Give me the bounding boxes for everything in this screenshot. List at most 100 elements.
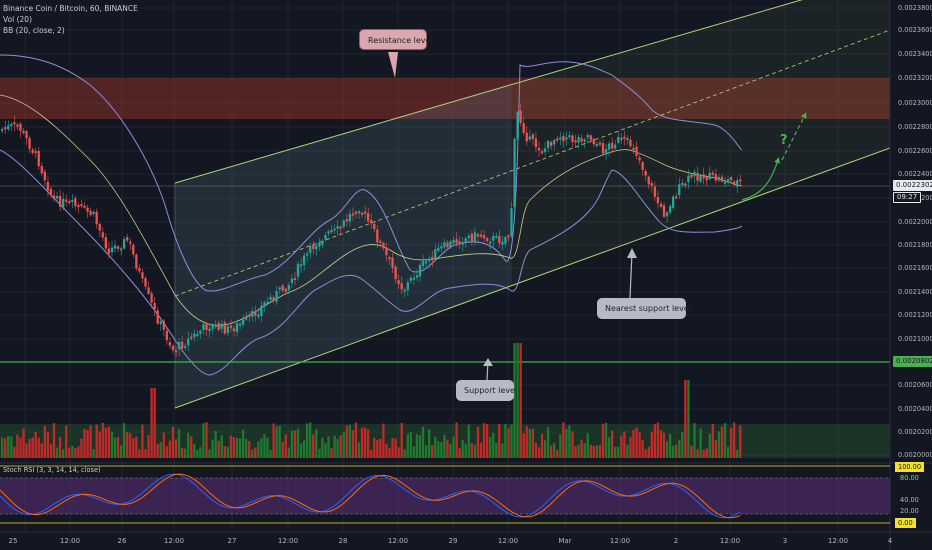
time-tick: 29: [448, 537, 458, 545]
volume-bar: [22, 428, 25, 458]
candle: [531, 134, 534, 140]
volume-bar: [354, 422, 358, 458]
support-level-text: Support level: [464, 386, 518, 395]
time-tick: 2: [673, 537, 679, 545]
volume-bar: [717, 431, 721, 458]
time-tick: 12:00: [387, 537, 409, 545]
volume-bar: [424, 445, 428, 458]
stoch-d-line: [0, 473, 741, 519]
candle: [611, 142, 614, 149]
volume-bar: [95, 424, 98, 458]
volume-bar: [565, 428, 568, 458]
volume-bar: [129, 433, 132, 458]
symbol-title[interactable]: Binance Coin / Bitcoin, 60, BINANCE: [3, 4, 138, 13]
price-tick: 0.0021600: [898, 264, 932, 272]
volume-bar: [37, 437, 40, 458]
candle: [379, 240, 382, 243]
question-mark: ?: [780, 133, 788, 148]
price-tick: 0.0023000: [898, 99, 932, 107]
candle: [257, 314, 260, 317]
candle: [443, 242, 446, 248]
volume-bar: [720, 426, 724, 458]
candle: [22, 130, 25, 133]
candle: [668, 206, 672, 213]
candle: [171, 345, 175, 351]
candle: [577, 137, 580, 143]
price-tick: 0.0021000: [898, 335, 932, 343]
candle: [592, 138, 595, 145]
candle: [147, 287, 150, 294]
candle: [217, 322, 220, 330]
volume-bar: [516, 343, 519, 458]
candle: [415, 275, 419, 278]
time-tick: 12:00: [497, 537, 519, 545]
candle: [138, 268, 141, 272]
candle: [726, 179, 730, 183]
volume-bar: [324, 443, 327, 458]
candle: [559, 137, 562, 140]
volume-bar: [708, 433, 711, 458]
volume-bar: [220, 435, 223, 458]
candle: [455, 239, 458, 244]
candle: [550, 142, 553, 147]
price-tick: 0.0023200: [898, 74, 932, 82]
candle: [309, 245, 312, 253]
channel-mid: [174, 29, 891, 297]
candle: [665, 212, 669, 217]
candle: [568, 135, 571, 138]
volume-bar: [690, 445, 693, 458]
stoch-bottom-tag: 0.00: [895, 518, 916, 528]
volume-bar: [141, 424, 144, 458]
candle: [537, 148, 541, 151]
volume-bar: [165, 446, 168, 458]
volume-bar: [629, 436, 632, 458]
candle: [424, 261, 428, 264]
stoch-rsi-label[interactable]: Stoch RSI (3, 3, 14, 14, close): [3, 466, 101, 474]
candle: [571, 135, 574, 142]
nearest-support-callout[interactable]: Nearest support level: [597, 298, 691, 319]
volume-bar: [406, 434, 409, 458]
volume-bar: [684, 380, 687, 458]
candle: [412, 277, 416, 280]
support-level-callout[interactable]: Support level: [456, 380, 518, 401]
volume-bar: [662, 432, 666, 458]
volume-bar: [589, 444, 592, 458]
candle: [333, 228, 336, 231]
volume-bar: [537, 447, 541, 458]
volume-bar: [199, 447, 202, 458]
volume-bar: [306, 423, 309, 458]
volume-bar: [452, 436, 455, 458]
bollinger-indicator-label[interactable]: BB (20, close, 2): [3, 26, 65, 35]
volume-indicator-label[interactable]: Vol (20): [3, 15, 33, 24]
price-tick: 0.0021800: [898, 241, 932, 249]
candle: [489, 241, 492, 244]
candle: [13, 122, 16, 125]
candle: [382, 242, 385, 249]
volume-bar: [604, 422, 608, 458]
volume-bar: [339, 435, 342, 458]
volume-bar: [296, 428, 300, 458]
time-tick: 12:00: [609, 537, 631, 545]
volume-bar: [455, 422, 458, 458]
candle: [397, 280, 400, 285]
stoch-tick: 80.00: [900, 474, 919, 482]
candle: [107, 248, 111, 254]
candle: [83, 205, 86, 208]
volume-bar: [13, 446, 16, 458]
price-tick: 0.0021200: [898, 311, 932, 319]
volume-bar: [327, 436, 330, 458]
candle: [553, 139, 556, 145]
candle: [40, 165, 43, 174]
volume-bar: [251, 449, 254, 458]
resistance-level-callout[interactable]: Resistance level: [359, 29, 433, 50]
volume-bar: [702, 449, 705, 458]
volume-bar: [400, 422, 403, 458]
candle: [345, 219, 348, 222]
candle: [641, 162, 644, 170]
candle: [626, 138, 629, 141]
volume-bar: [336, 438, 339, 458]
candle: [696, 172, 699, 181]
volume-bar: [595, 445, 599, 458]
candle: [1, 128, 4, 131]
